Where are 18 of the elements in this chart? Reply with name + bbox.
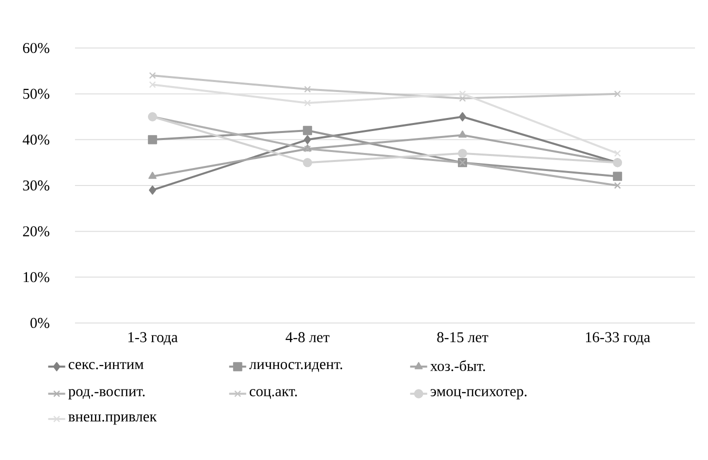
y-tick-label: 40% [22,134,50,145]
y-tick-label: 50% [23,88,50,99]
legend-label: секс.-интим [68,362,144,370]
y-tick-label: 30% [23,180,50,191]
legend-label: внеш.привлек [68,414,157,425]
x-tick-label: 4-8 лет [286,332,330,342]
y-tick-label: 10% [24,272,50,282]
y-tick-label: 20% [23,226,50,236]
y-tick-label: 60% [23,42,50,54]
legend-label: род.-воспит. [68,389,145,400]
x-tick-label: 8-15 лет [437,332,488,342]
legend-label: эмоц-психотер. [430,389,527,400]
x-tick-label: 1-3 года [128,332,178,345]
y-tick-label: 0% [30,318,50,328]
legend-label: хоз.-быт. [430,360,485,372]
legend-label: соц.акт. [250,389,297,400]
legend-label: личност.идент. [249,362,342,372]
x-tick-label: 16-33 года [586,332,650,345]
